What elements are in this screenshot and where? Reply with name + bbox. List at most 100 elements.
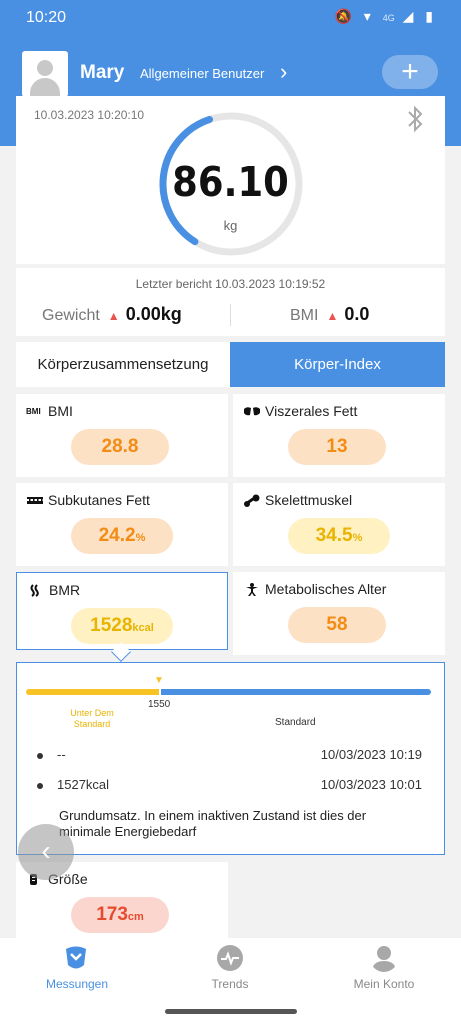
user-name[interactable]: Mary <box>80 62 125 83</box>
metric-value-pill: 1528kcal <box>71 608 173 644</box>
flame-icon <box>30 584 39 597</box>
metric-value-pill: 24.2% <box>71 518 173 554</box>
weight-gauge <box>159 112 303 256</box>
status-time: 10:20 <box>26 9 67 26</box>
organ-icon <box>244 407 260 416</box>
metric-label: Metabolisches Alter <box>265 581 387 597</box>
history-date: 10/03/2023 10:01 <box>320 777 422 792</box>
bullet-icon <box>37 782 43 789</box>
up-triangle-icon: ▲ <box>107 309 120 323</box>
bone-icon <box>244 494 260 507</box>
bmi-delta: BMI ▲ 0.0 <box>290 304 369 325</box>
metric-card-visceral-fat[interactable]: Viszerales Fett 13 <box>233 394 445 477</box>
metric-card-skeletal-muscle[interactable]: Skelettmuskel 34.5% <box>233 483 445 566</box>
weight-date: 10.03.2023 10:20:10 <box>34 108 145 122</box>
tab-body-index[interactable]: Körper-Index <box>230 342 445 387</box>
metric-value: 58 <box>326 614 348 635</box>
weight-delta: Gewicht ▲ 0.00kg <box>42 304 182 325</box>
metric-value: 173 <box>96 904 128 925</box>
range-marker-icon: ▼ <box>154 675 164 686</box>
mute-icon: 🔕 <box>334 8 356 24</box>
avatar-head-icon <box>37 60 53 76</box>
range-label-low: Unter Dem Standard <box>70 708 114 729</box>
metric-value-pill: 173cm <box>71 897 169 933</box>
history-item: 1527kcal <box>37 777 109 792</box>
metric-label: Subkutanes Fett <box>48 492 150 508</box>
metric-value: 1528 <box>90 615 133 636</box>
bullet-icon <box>37 752 43 759</box>
metric-value-pill: 13 <box>288 429 386 465</box>
metric-value: 28.8 <box>101 436 139 457</box>
weight-card: 10.03.2023 10:20:10 86.10 kg <box>16 96 445 264</box>
nav-label: Mein Konto <box>353 977 415 991</box>
metric-value-pill: 34.5% <box>288 518 390 554</box>
metric-unit: % <box>352 532 363 544</box>
up-triangle-icon: ▲ <box>326 309 339 323</box>
home-indicator[interactable] <box>165 1009 297 1014</box>
add-button[interactable]: + <box>382 55 438 89</box>
wifi-icon: ▾ <box>363 8 375 24</box>
chevron-right-icon[interactable]: › <box>280 59 288 84</box>
metric-value-pill: 28.8 <box>71 429 169 465</box>
history-item: -- <box>37 747 66 762</box>
last-report-card: Letzter bericht 10.03.2023 10:19:52 Gewi… <box>16 268 445 336</box>
scale-icon <box>66 946 86 969</box>
delta-divider <box>230 304 231 326</box>
metric-label: Viszerales Fett <box>265 403 358 419</box>
avatar-body-icon <box>30 78 60 96</box>
range-bar-standard <box>161 689 431 695</box>
bmr-description: Grundumsatz. In einem inaktiven Zustand … <box>59 808 367 839</box>
metric-value: 13 <box>326 436 348 457</box>
history-date: 10/03/2023 10:19 <box>320 747 422 762</box>
range-bar-low <box>26 689 159 695</box>
last-report-text: Letzter bericht 10.03.2023 10:19:52 <box>135 277 326 291</box>
battery-icon: ▮ <box>425 8 437 24</box>
bottom-nav: Messungen Trends Mein Konto <box>0 938 461 1024</box>
metric-unit: % <box>135 532 146 544</box>
metric-label: Skelettmuskel <box>265 492 353 508</box>
metric-value: 34.5 <box>315 525 353 546</box>
metric-card-bmi[interactable]: BMI BMI 28.8 <box>16 394 228 477</box>
user-icon <box>372 946 396 972</box>
avatar[interactable] <box>22 51 68 97</box>
signal-icon: ◢ <box>402 8 418 24</box>
weight-value: 86.10 <box>172 158 289 206</box>
nav-label: Trends <box>211 977 249 991</box>
bmi-delta-value: 0.0 <box>344 304 370 324</box>
nav-label: Messungen <box>45 977 109 991</box>
network-type: 4G <box>382 13 395 23</box>
nav-measurements[interactable]: Messungen <box>0 938 154 1008</box>
tab-bar: Körperzusammensetzung Körper-Index <box>16 342 445 387</box>
weight-unit: kg <box>223 218 238 233</box>
metric-value: 24.2 <box>98 525 136 546</box>
history-value: -- <box>57 747 66 762</box>
user-type[interactable]: Allgemeiner Benutzer <box>140 66 265 81</box>
metric-label: BMI <box>48 403 73 419</box>
weight-delta-label: Gewicht <box>42 307 100 324</box>
bmi-icon: BMI <box>26 407 41 416</box>
skin-layer-icon <box>27 497 43 504</box>
floating-back-button[interactable]: ‹ <box>18 824 74 880</box>
nav-account[interactable]: Mein Konto <box>307 938 461 1008</box>
metric-label: BMR <box>49 582 81 598</box>
bmr-detail-panel: ▼ 1550 Unter Dem Standard Standard -- 10… <box>16 662 445 855</box>
weight-delta-value: 0.00kg <box>125 304 182 324</box>
metric-value-pill: 58 <box>288 607 386 643</box>
nav-trends[interactable]: Trends <box>153 938 307 1008</box>
pulse-icon <box>217 945 243 971</box>
weight-gauge-arc <box>159 115 214 246</box>
metric-card-bmr[interactable]: BMR 1528kcal <box>16 572 228 650</box>
tab-body-composition[interactable]: Körperzusammensetzung <box>16 342 230 387</box>
metric-card-metabolic-age[interactable]: Metabolisches Alter 58 <box>233 572 445 655</box>
metric-unit: cm <box>127 911 144 923</box>
bluetooth-icon[interactable] <box>403 104 427 134</box>
metric-card-subcutaneous-fat[interactable]: Subkutanes Fett 24.2% <box>16 483 228 566</box>
history-value: 1527kcal <box>57 777 110 792</box>
status-icons: 🔕 ▾ 4G ◢ ▮ <box>334 8 437 25</box>
person-icon <box>246 583 258 596</box>
status-bar: 10:20 🔕 ▾ 4G ◢ ▮ <box>0 0 461 36</box>
bmi-delta-label: BMI <box>290 307 319 324</box>
range-label-standard: Standard <box>275 717 316 728</box>
metric-unit: kcal <box>132 622 154 634</box>
range-threshold: 1550 <box>148 699 171 710</box>
